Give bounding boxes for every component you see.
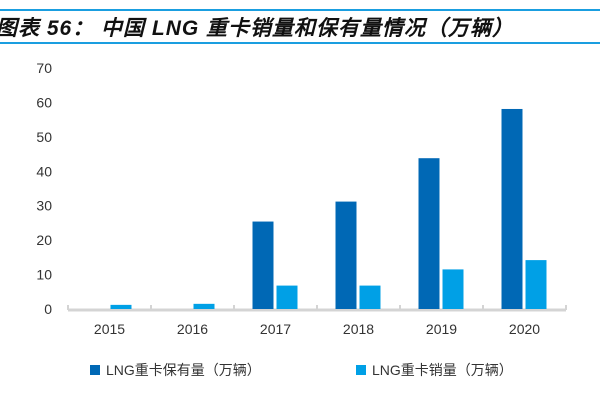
y-tick-label: 60 — [36, 94, 52, 110]
x-tick-label: 2018 — [343, 321, 374, 337]
y-tick-label: 20 — [36, 232, 52, 248]
bar-stock — [252, 221, 274, 309]
legend-item-stock: LNG重卡保有量（万辆） — [90, 360, 261, 380]
y-tick-label: 30 — [36, 198, 52, 214]
title-top-rule — [0, 9, 600, 11]
bar-sales — [525, 260, 547, 309]
bar-stock — [501, 108, 523, 309]
chart-title: 图表 56： 中国 LNG 重卡销量和保有量情况（万辆） — [0, 17, 515, 40]
y-tick-label: 10 — [36, 267, 52, 283]
legend-label-stock: LNG重卡保有量（万辆） — [106, 362, 261, 378]
bar-stock — [418, 158, 440, 309]
bar-stock — [335, 201, 357, 309]
x-tick-label: 2017 — [260, 321, 291, 337]
x-tick-label: 2020 — [509, 321, 540, 337]
bar-sales — [276, 285, 298, 309]
x-tick-label: 2015 — [94, 321, 125, 337]
legend-label-sales: LNG重卡销量（万辆） — [372, 362, 513, 378]
bar-sales — [442, 269, 464, 309]
x-tick-label: 2016 — [177, 321, 208, 337]
title-bottom-rule — [0, 42, 600, 44]
x-tick-label: 2019 — [426, 321, 457, 337]
y-tick-label: 50 — [36, 129, 52, 145]
legend-item-sales: LNG重卡销量（万辆） — [356, 360, 513, 380]
bar-sales — [359, 285, 381, 309]
bar-sales — [110, 304, 132, 309]
bar-sales — [193, 303, 215, 309]
legend-swatch-stock — [90, 365, 100, 375]
y-tick-label: 40 — [36, 163, 52, 179]
legend-swatch-sales — [356, 365, 366, 375]
y-tick-label: 0 — [44, 301, 52, 317]
y-tick-label: 70 — [36, 60, 52, 76]
